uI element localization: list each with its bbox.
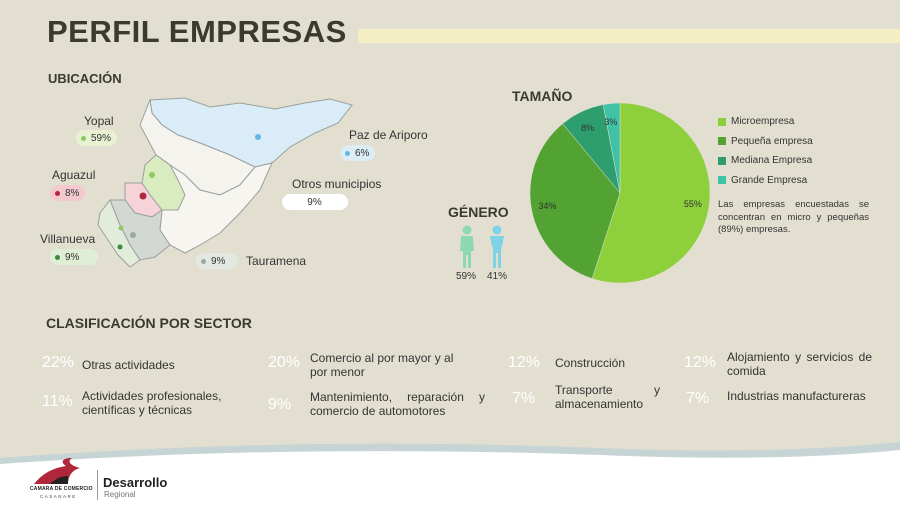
size-note: Las empresas encuestadas se concentran e… — [718, 199, 869, 235]
casanare-map — [97, 97, 353, 268]
sector-pct-comercio: 20% — [268, 354, 301, 371]
legend-item-mediana: Mediana Empresa — [718, 151, 813, 171]
map-marker-paz-de-ariporo — [255, 134, 261, 140]
legend-swatch-grande — [718, 176, 726, 185]
sector-label-alojamiento: Alojamiento y servicios de comida — [727, 350, 872, 378]
location-dot-paz-de-ariporo — [345, 150, 350, 156]
sector-label-otras: Otras actividades — [82, 358, 175, 372]
location-label-villanueva: Villanueva — [40, 232, 96, 246]
sector-pct-industrias: 7% — [686, 390, 710, 407]
footer-wave — [0, 442, 900, 508]
location-pill-tauramena: 9% — [196, 253, 238, 269]
location-pct-otros: 9% — [307, 196, 322, 208]
legend-swatch-pequena — [718, 137, 726, 146]
sector-pct-transporte: 7% — [512, 390, 536, 407]
pie-label-micro: 55% — [683, 198, 702, 209]
female-figure-icon — [460, 225, 474, 268]
location-dot-villanueva — [55, 254, 60, 260]
sector-label-construccion: Construcción — [555, 356, 626, 370]
sector-heading: CLASIFICACIÓN POR SECTOR — [46, 315, 252, 331]
location-label-aguazul: Aguazul — [52, 168, 96, 182]
pie-legend: Microempresa Pequeña empresa Mediana Emp… — [718, 112, 813, 190]
male-pct: 41% — [487, 271, 508, 282]
legend-item-grande: Grande Empresa — [718, 171, 813, 191]
legend-item-pequena: Pequeña empresa — [718, 132, 813, 152]
sector-label-profesionales: Actividades profesionales, científicas y… — [82, 389, 222, 417]
legend-label-mediana: Mediana Empresa — [731, 155, 813, 167]
location-pct-yopal: 59% — [91, 132, 112, 144]
sector-pct-construccion: 12% — [508, 354, 541, 371]
brand-subtitle: Regional — [104, 490, 136, 499]
legend-item-micro: Microempresa — [718, 112, 813, 132]
location-pill-paz-de-ariporo: 6% — [340, 145, 376, 161]
legend-swatch-micro — [718, 117, 726, 126]
brand-title: Desarrollo — [103, 475, 168, 490]
title-accent-bar — [358, 29, 900, 43]
pie-slice-pequena — [529, 123, 621, 279]
pie-label-mediana: 8% — [581, 123, 595, 134]
map-marker-tauramena — [130, 232, 136, 238]
map-marker-villanueva-b — [117, 244, 123, 250]
map-marker-aguazul — [139, 192, 147, 200]
location-pct-paz-de-ariporo: 6% — [355, 147, 370, 159]
location-dot-aguazul — [55, 190, 60, 196]
map-marker-villanueva-a — [118, 225, 124, 231]
location-pill-villanueva: 9% — [50, 249, 98, 265]
sector-pct-alojamiento: 12% — [684, 354, 717, 371]
location-label-tauramena: Tauramena — [246, 254, 307, 268]
location-pill-yopal: 59% — [76, 130, 118, 146]
map-marker-yopal — [149, 172, 155, 178]
chamber-name: CAMARA DE COMERCIO — [30, 486, 93, 492]
female-pct: 59% — [456, 271, 477, 282]
sector-label-comercio: Comercio al por mayor y al por menor — [310, 351, 454, 379]
map-region-villanueva — [97, 198, 141, 268]
location-pill-aguazul: 8% — [50, 185, 86, 201]
sector-label-industrias: Industrias manufactureras — [727, 389, 866, 403]
sector-pct-otras: 22% — [42, 354, 75, 371]
genero-heading: GÉNERO — [448, 204, 509, 220]
pie-slice-micro — [591, 102, 711, 284]
legend-swatch-mediana — [718, 156, 726, 165]
location-pct-aguazul: 8% — [65, 187, 80, 199]
location-dot-tauramena — [201, 258, 206, 264]
chamber-logo-icon — [34, 458, 80, 484]
pie-slice-grande — [602, 102, 621, 194]
pie-label-pequena: 34% — [538, 200, 557, 211]
ubicacion-heading: UBICACIÓN — [48, 71, 122, 86]
male-figure-icon — [490, 225, 504, 268]
sector-pct-mantenimiento: 9% — [268, 396, 292, 413]
location-dot-yopal — [81, 135, 86, 141]
location-pct-villanueva: 9% — [65, 251, 80, 263]
location-pct-tauramena: 9% — [211, 255, 226, 267]
legend-label-micro: Microempresa — [731, 116, 795, 128]
location-pill-otros: 9% — [282, 194, 348, 210]
chamber-subtitle: CASANARE — [40, 494, 77, 499]
sector-label-transporte: Transporte y almacenamiento — [555, 383, 660, 411]
sector-label-mantenimiento: Mantenimiento, reparación y comercio de … — [310, 390, 485, 418]
page-title: PERFIL EMPRESAS — [47, 14, 347, 49]
tamano-heading: TAMAÑO — [512, 88, 573, 104]
pie-label-grande: 3% — [604, 117, 618, 128]
location-label-yopal: Yopal — [84, 114, 114, 128]
sector-pct-profesionales: 11% — [42, 393, 73, 410]
size-pie-chart — [529, 102, 711, 284]
legend-label-grande: Grande Empresa — [731, 174, 808, 186]
footer-divider — [97, 470, 98, 500]
legend-label-pequena: Pequeña empresa — [731, 135, 813, 147]
location-label-otros: Otros municipios — [292, 177, 382, 191]
location-label-paz-de-ariporo: Paz de Ariporo — [349, 128, 428, 142]
